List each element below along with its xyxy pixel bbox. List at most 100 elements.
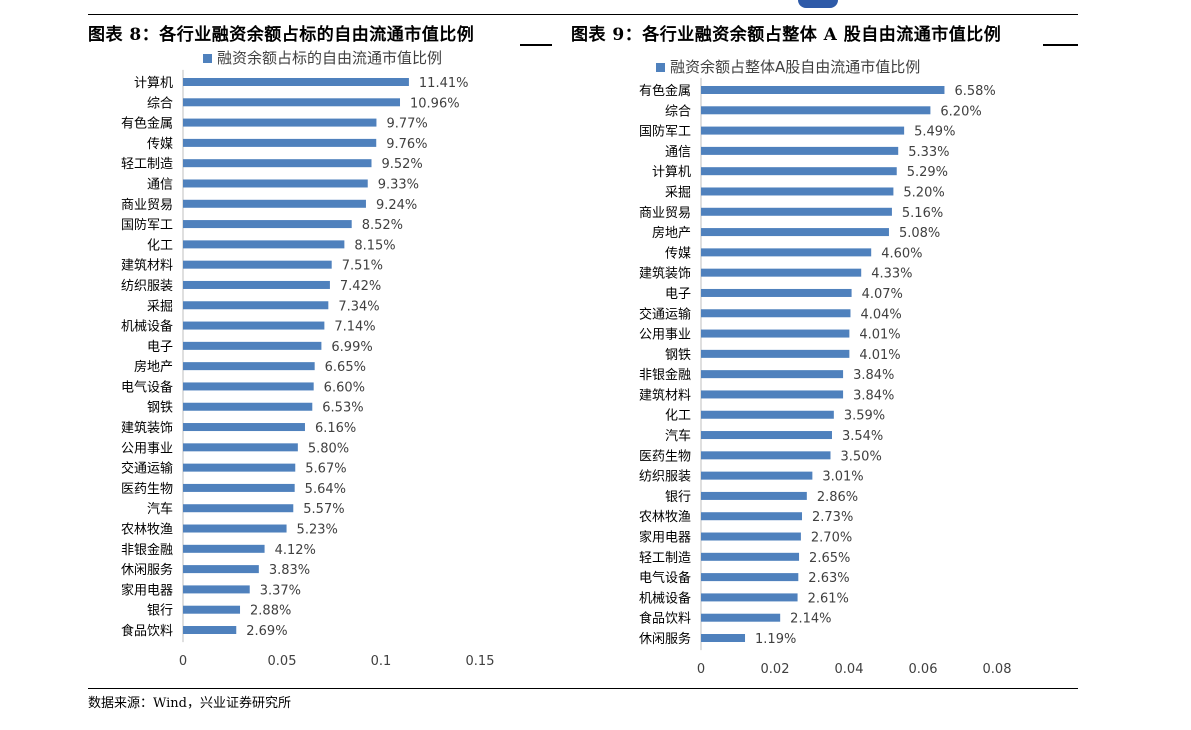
bar: [701, 207, 892, 216]
bar: [183, 483, 295, 492]
data-label: 2.63%: [808, 571, 849, 586]
category-label: 房地产: [652, 225, 691, 241]
bar: [183, 179, 368, 188]
bar: [701, 390, 844, 399]
bar: [183, 382, 314, 391]
figure-9-title: 图表 9：各行业融资余额占整体 A 股自由流通市值比例: [571, 25, 1002, 45]
source-note: 数据来源：Wind，兴业证券研究所: [88, 696, 291, 711]
bar: [701, 431, 832, 440]
data-label: 4.12%: [275, 543, 316, 558]
category-label: 商业贸易: [121, 198, 173, 213]
category-label: 汽车: [665, 428, 691, 444]
data-label: 8.15%: [354, 238, 395, 253]
category-label: 食品饮料: [639, 611, 691, 627]
category-label: 纺织服装: [639, 470, 691, 485]
bar: [701, 167, 897, 176]
data-label: 4.07%: [862, 287, 903, 302]
bar: [183, 280, 330, 289]
data-label: 3.50%: [841, 449, 882, 464]
x-tick-label: 0.08: [983, 662, 1012, 677]
bar: [183, 524, 287, 533]
x-tick-label: 0.05: [268, 654, 297, 669]
bar: [701, 491, 807, 500]
legend-swatch: [203, 54, 212, 63]
category-label: 电气设备: [121, 379, 173, 395]
category-label: 公用事业: [639, 328, 691, 343]
data-label: 3.83%: [269, 563, 310, 578]
data-label: 9.77%: [386, 117, 427, 132]
category-label: 家用电器: [639, 530, 691, 546]
x-tick-label: 0.15: [466, 654, 495, 669]
data-label: 4.04%: [860, 307, 901, 322]
category-label: 非银金融: [121, 542, 173, 558]
data-label: 6.16%: [315, 421, 356, 436]
category-label: 机械设备: [121, 319, 173, 335]
bar: [183, 402, 313, 411]
category-label: 建筑装饰: [639, 266, 691, 282]
legend-swatch: [656, 63, 665, 72]
category-label: 综合: [147, 96, 173, 111]
bar: [701, 309, 851, 318]
bar: [183, 423, 305, 432]
data-label: 4.60%: [881, 246, 922, 261]
x-tick-label: 0: [697, 662, 705, 677]
bottom-rule: [88, 688, 1078, 689]
bar: [701, 613, 781, 622]
category-label: 银行: [665, 490, 691, 505]
bar: [183, 605, 241, 614]
category-label: 化工: [147, 238, 173, 253]
bar: [701, 106, 931, 115]
bar: [701, 86, 945, 94]
data-label: 6.60%: [324, 380, 365, 395]
bar: [183, 504, 294, 513]
bar: [183, 443, 298, 452]
category-label: 综合: [665, 104, 691, 119]
data-label: 2.61%: [808, 591, 849, 606]
data-label: 3.01%: [822, 470, 863, 485]
bar: [183, 362, 315, 371]
bar: [183, 159, 372, 168]
category-label: 电子: [147, 340, 173, 355]
data-label: 5.80%: [308, 441, 349, 456]
figure-9-title-underline: [1043, 44, 1078, 46]
category-label: 国防军工: [121, 217, 173, 233]
data-label: 1.19%: [755, 632, 796, 647]
data-label: 7.34%: [338, 299, 379, 314]
category-label: 休闲服务: [639, 631, 691, 647]
data-label: 3.84%: [853, 368, 894, 383]
category-label: 食品饮料: [121, 623, 173, 639]
data-label: 7.51%: [342, 259, 383, 274]
brand-logo-fragment: [798, 0, 838, 8]
bar: [701, 187, 894, 196]
bar: [701, 593, 798, 602]
bar: [183, 301, 329, 310]
category-label: 电气设备: [639, 570, 691, 586]
bar: [183, 626, 237, 634]
figure-8-title: 图表 8：各行业融资余额占标的自由流通市值比例: [88, 25, 475, 45]
bar: [183, 585, 250, 594]
data-label: 6.20%: [940, 104, 981, 119]
data-label: 5.29%: [907, 165, 948, 180]
category-label: 医药生物: [121, 482, 173, 497]
bar: [183, 98, 401, 107]
category-label: 机械设备: [639, 590, 691, 606]
category-label: 采掘: [147, 299, 173, 314]
bar: [183, 341, 322, 350]
category-label: 房地产: [134, 359, 173, 375]
bar: [701, 512, 803, 521]
category-label: 汽车: [147, 501, 173, 517]
bar: [701, 532, 801, 541]
category-label: 有色金属: [121, 116, 173, 132]
bar: [701, 146, 899, 155]
data-label: 4.01%: [859, 328, 900, 343]
category-label: 建筑材料: [639, 387, 691, 403]
bar: [701, 451, 831, 460]
data-label: 5.49%: [914, 125, 955, 140]
category-label: 传媒: [665, 246, 691, 261]
data-label: 2.73%: [812, 510, 853, 525]
category-label: 纺织服装: [121, 279, 173, 294]
data-label: 7.42%: [340, 279, 381, 294]
data-label: 5.16%: [902, 206, 943, 221]
